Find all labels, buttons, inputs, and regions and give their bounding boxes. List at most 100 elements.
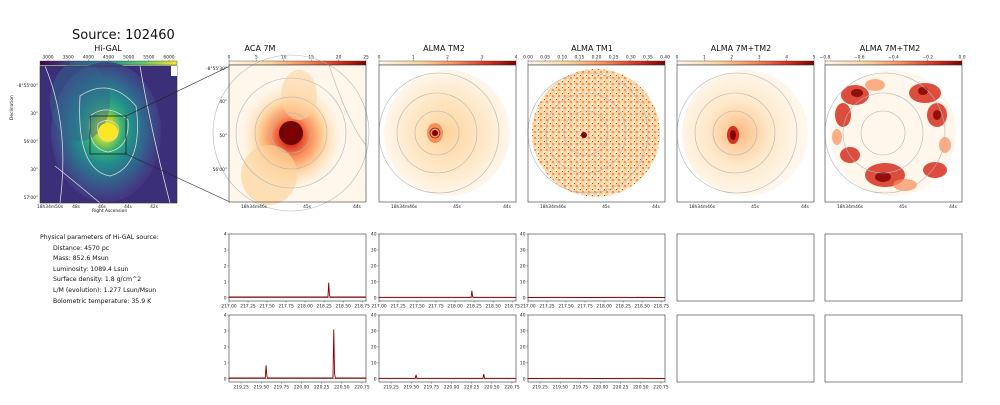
spectrum-ytick-label: 10 [371, 279, 377, 285]
spectrum-plot-4: 219.25 219.50 219.75 220.00 220.25 220.50 220.… [371, 313, 520, 391]
spectrum-xtick-label: 217.75 [428, 304, 444, 310]
spectrum-xtick-label: 218.25 [615, 304, 631, 310]
empty-spectrum-frame [676, 314, 815, 383]
spectrum-ytick-label: 4 [224, 232, 227, 238]
spectrum-frame [378, 314, 517, 383]
spectrum-xtick-label: 219.25 [233, 385, 249, 391]
colorbar-tick-label: 0.0 [959, 55, 966, 61]
spectrum-xtick-label: 217.50 [259, 304, 275, 310]
spectrum-xtick-label: 217.75 [577, 304, 593, 310]
colorbar-tick-label: 0.00 [523, 55, 533, 61]
spectrum-ytick-label: 0 [523, 376, 526, 382]
spectrum-xtick-label: 219.50 [404, 385, 420, 391]
spectrum-frame [228, 314, 367, 383]
colorbar-tick-label: 25 [363, 55, 369, 61]
spectrum-xtick-label: 220.50 [334, 385, 350, 391]
colorbar-tick-label: 0.10 [557, 55, 567, 61]
spectrum-xtick-label: 217.00 [520, 304, 536, 310]
spectrum-xtick-label: 219.25 [532, 385, 548, 391]
spectrum-xtick-label: 217.00 [371, 304, 387, 310]
empty-spectrum-frame [824, 233, 963, 302]
spectrum-ytick-label: 30 [371, 247, 377, 253]
colorbar-tick-label: 0 [676, 55, 679, 61]
map-xtick-label: 45s [751, 204, 760, 210]
spectrum-plot-2: 217.00 217.25 217.50 217.75 218.00 218.25 218.… [520, 232, 669, 310]
panel-title-aca7m: ACA 7M [244, 44, 276, 53]
spectrum-ytick-label: 1 [224, 279, 227, 285]
spectrum-xtick-label: 219.75 [274, 385, 290, 391]
spectrum-ytick-label: 20 [371, 263, 377, 269]
spectrum-ytick-label: 10 [520, 279, 526, 285]
spectrum-xtick-label: 217.25 [240, 304, 256, 310]
panel-title-tm2: ALMA TM2 [423, 44, 465, 53]
colorbar-tick-label: 0 [378, 55, 381, 61]
spectrum-plot-3: 219.25 219.50 219.75 220.00 220.25 220.50 220.… [224, 313, 370, 391]
colorbar-tick-label: 2 [730, 55, 733, 61]
higal-xtick-label: 48s [72, 204, 81, 210]
7m-tm2-map [676, 64, 815, 203]
spectrum-ytick-label: 20 [371, 344, 377, 350]
spectrum-ytick-label: 40 [371, 313, 377, 319]
spectrum-xtick-label: 219.25 [383, 385, 399, 391]
colorbar-tick-label: 3 [480, 55, 483, 61]
param-distance: Distance: 4570 pc [53, 244, 110, 252]
spectrum-frame [228, 233, 367, 302]
spectrum-ytick-label: 40 [371, 232, 377, 238]
higal-ytick-label: -8°55'00" [17, 83, 38, 89]
spectrum-ytick-label: 10 [371, 360, 377, 366]
map-tick-labels: 18h34m46s 45s 44s 18h34m46s 45s 44s 18h34m46s 4… [206, 66, 958, 210]
params-heading: Physical parameters of Hi-GAL source: [40, 234, 159, 241]
map-xtick-label: 44s [652, 204, 661, 210]
spectrum-xtick-label: 218.25 [466, 304, 482, 310]
source-title: Source: 102460 [72, 28, 175, 43]
spectrum-plot-1: 217.00 217.25 217.50 217.75 218.00 218.25 218.… [371, 232, 520, 310]
zoom-lines [125, 65, 231, 203]
higal-xtick-label: 18h34m50s [37, 204, 64, 210]
spectrum-frame [527, 314, 666, 383]
spectrum-ytick-label: 0 [224, 376, 227, 382]
spectrum-xtick-label: 218.00 [596, 304, 612, 310]
spectrum-ytick-label: 30 [520, 328, 526, 334]
spectrum-ytick-label: 3 [224, 247, 227, 253]
spectrum-ytick-label: 0 [374, 295, 377, 301]
map-xtick-label: 44s [353, 204, 362, 210]
colorbar-tick-label: 0.30 [626, 55, 636, 61]
spectrum-ytick-label: 0 [523, 295, 526, 301]
spectrum-xtick-label: 218.75 [355, 304, 371, 310]
aca7m-map [212, 54, 370, 212]
colorbar-tick-label: 0.15 [574, 55, 584, 61]
spectrum-xtick-label: 219.50 [553, 385, 569, 391]
colorbar-tick-label: 20 [336, 55, 342, 61]
colorbar-tick-label: 0.05 [540, 55, 550, 61]
spectrum-xtick-label: 217.75 [278, 304, 294, 310]
spectrum-xtick-label: 218.50 [485, 304, 501, 310]
param-bolometric-temperature: Bolometric temperature: 35.9 K [53, 297, 152, 305]
colorbar-tick-label: 5 [813, 55, 816, 61]
spectrum-ytick-label: 40 [520, 232, 526, 238]
colorbar-tick-label: 4 [515, 55, 518, 61]
higal-ytick-label: 30" [30, 111, 38, 117]
map-xtick-label: 18h34m46s [540, 204, 567, 210]
colorbar-tick-label: 4000 [83, 55, 94, 61]
spectrum-ytick-label: 0 [374, 376, 377, 382]
map-xtick-label: 44s [801, 204, 810, 210]
higal-map [39, 61, 178, 204]
aca-ytick-label: 40" [219, 99, 227, 105]
spectrum-xtick-label: 219.75 [424, 385, 440, 391]
spectrum-ytick-label: 30 [371, 328, 377, 334]
spectrum-xtick-label: 217.50 [558, 304, 574, 310]
empty-spectrum-frame [824, 314, 963, 383]
spectrum-plot-5: 219.25 219.50 219.75 220.00 220.25 220.50 220.… [520, 313, 669, 391]
spectrum-plot-0: 217.00 217.25 217.50 217.75 218.00 218.25 218.… [221, 232, 370, 310]
tm1-map [527, 64, 666, 203]
param-mass: Mass: 852.6 Msun [53, 255, 109, 263]
colorbar-tick-label: 1 [703, 55, 706, 61]
colorbar-tick-label: 0.20 [592, 55, 602, 61]
spectrum-xtick-label: 218.25 [316, 304, 332, 310]
7m-tm2-residual-map [824, 64, 963, 203]
spectrum-xtick-label: 220.75 [653, 385, 669, 391]
spectrum-ytick-label: 2 [224, 263, 227, 269]
higal-ticks: -8°55'00" 30" 56'00" 30" 57'00" 18h34m50s 48s 4… [17, 83, 159, 210]
spectrum-ytick-label: 20 [520, 344, 526, 350]
colorbar-tick-label: 0.35 [643, 55, 653, 61]
